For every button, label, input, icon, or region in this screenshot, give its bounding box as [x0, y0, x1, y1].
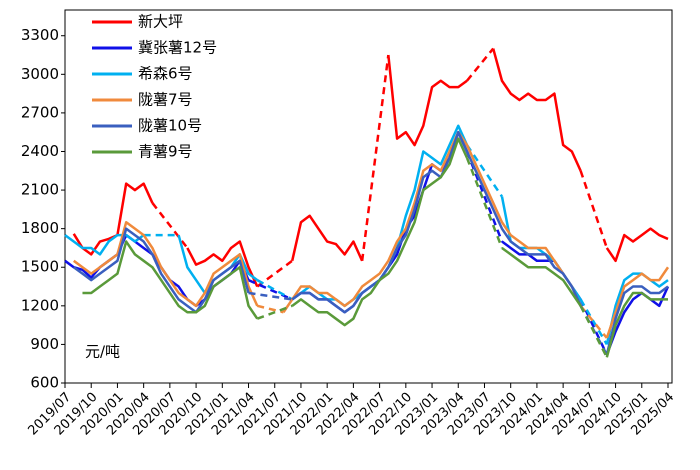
legend-label: 冀张薯12号	[138, 39, 217, 57]
y-tick-label: 2400	[21, 142, 59, 160]
gap-line	[579, 298, 608, 346]
plot-frame	[64, 9, 673, 384]
y-tick-label: 3000	[21, 65, 59, 83]
series-line	[291, 130, 469, 314]
legend-label: 陇薯7号	[138, 91, 193, 109]
series-line	[605, 286, 670, 356]
gap-line	[151, 202, 189, 249]
y-tick-label: 1800	[21, 219, 59, 237]
series-line	[605, 285, 669, 355]
gap-line	[256, 304, 293, 320]
gap-line	[248, 278, 293, 301]
gap-line	[248, 291, 293, 301]
series-line	[72, 227, 250, 314]
series-line	[282, 130, 582, 313]
series-line	[501, 246, 582, 307]
series-line	[605, 227, 669, 263]
gap-line	[360, 54, 390, 261]
y-tick-label: 600	[30, 374, 59, 392]
y-tick-label: 1200	[21, 296, 59, 314]
series-line	[291, 137, 469, 327]
gap-line	[466, 47, 495, 82]
gap-line	[579, 305, 608, 339]
gap-line	[579, 170, 609, 249]
y-tick-label: 2700	[21, 103, 59, 121]
series-line	[64, 233, 250, 308]
series-line	[605, 266, 670, 339]
series-line	[64, 233, 145, 256]
gap-line	[465, 144, 503, 198]
y-tick-label: 3300	[21, 26, 59, 44]
legend-label: 青薯9号	[138, 143, 193, 161]
gap-line	[579, 298, 608, 356]
series-line	[605, 291, 668, 358]
series-line	[492, 48, 582, 172]
y-tick-label: 900	[30, 335, 59, 353]
unit-annotation: 元/吨	[85, 343, 120, 361]
gap-line	[256, 279, 293, 301]
legend-label: 陇薯10号	[138, 117, 202, 135]
y-tick-label: 1500	[21, 258, 59, 276]
series-line	[82, 240, 259, 320]
legend-label: 希森6号	[138, 65, 193, 83]
series-line	[291, 130, 582, 314]
gap-line	[256, 304, 284, 314]
series-line	[72, 182, 154, 256]
gap-line	[465, 157, 504, 249]
series-line	[387, 54, 468, 147]
series-line	[186, 240, 259, 288]
legend-label: 新大坪	[138, 13, 183, 31]
gap-line	[256, 259, 293, 288]
series-line	[72, 220, 259, 308]
gap-line	[579, 305, 608, 358]
series-line	[290, 214, 364, 262]
y-tick-label: 2100	[21, 181, 59, 199]
series-line	[605, 272, 669, 345]
